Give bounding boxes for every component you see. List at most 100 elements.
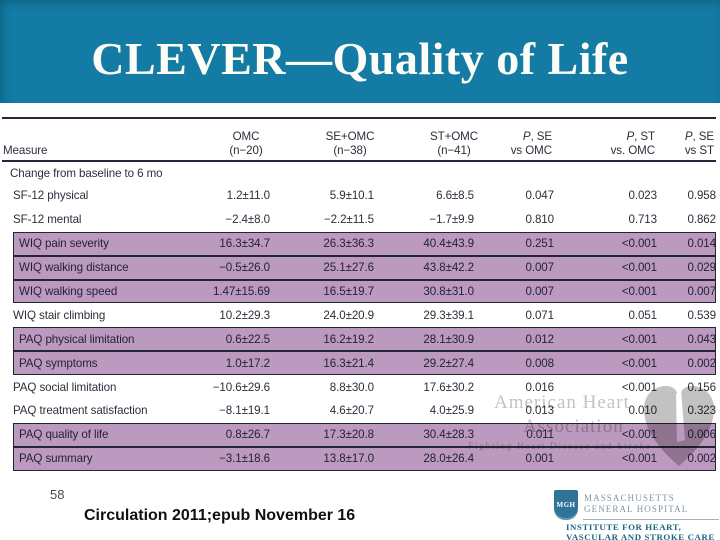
value-cell: 0.029 — [687, 261, 716, 275]
value-cell: 0.862 — [687, 213, 716, 227]
measure-label: WIQ stair climbing — [13, 308, 106, 322]
value-cell: 0.713 — [628, 213, 657, 227]
column-header-se-omc: SE+OMC (n−38) — [325, 130, 375, 157]
value-cell: 10.2±29.3 — [219, 308, 270, 322]
table-row: PAQ symptoms 1.0±17.2 16.3±21.4 29.2±27.4 0.… — [2, 351, 716, 376]
value-cell: 0.007 — [687, 285, 716, 298]
value-cell: 43.8±42.2 — [423, 261, 474, 275]
value-cell: 16.3±34.7 — [219, 237, 270, 251]
value-cell: 4.6±20.7 — [329, 404, 374, 418]
table-row: PAQ summary −3.1±18.6 13.8±17.0 28.0±26.4 0.… — [2, 446, 716, 471]
value-cell: −1.7±9.9 — [429, 213, 474, 227]
value-cell: 16.3±21.4 — [323, 356, 374, 370]
value-cell: −3.1±18.6 — [219, 452, 270, 466]
measure-label: PAQ physical limitation — [19, 332, 135, 346]
value-cell: <0.001 — [621, 237, 657, 251]
column-header-st-omc: ST+OMC (n−41) — [429, 130, 479, 157]
value-cell: <0.001 — [621, 332, 657, 346]
results-table: Measure OMC (n−20) SE+OMC (n−38) ST+OMC … — [2, 117, 716, 471]
value-cell: 0.051 — [628, 308, 657, 322]
value-cell: 40.4±43.9 — [423, 237, 474, 251]
value-cell: 30.8±31.0 — [423, 285, 474, 298]
value-cell: −2.4±8.0 — [225, 213, 270, 227]
measure-label: WIQ walking distance — [19, 261, 129, 275]
column-header-measure: Measure — [3, 143, 48, 157]
value-cell: 17.3±20.8 — [323, 428, 374, 442]
value-cell: 0.810 — [525, 213, 554, 227]
value-cell: 0.010 — [628, 404, 657, 418]
value-cell: 25.1±27.6 — [323, 261, 374, 275]
value-cell: 0.002 — [687, 452, 716, 466]
value-cell: 0.002 — [687, 356, 716, 370]
value-cell: 5.9±10.1 — [329, 189, 374, 203]
value-cell: 0.539 — [687, 308, 716, 322]
measure-label: PAQ treatment satisfaction — [13, 404, 148, 418]
measure-label: PAQ symptoms — [19, 356, 98, 370]
value-cell: −8.1±19.1 — [219, 404, 270, 418]
value-cell: 17.6±30.2 — [423, 380, 474, 394]
value-cell: 0.012 — [525, 332, 554, 346]
column-header-omc: OMC (n−20) — [229, 130, 263, 157]
value-cell: 8.8±30.0 — [329, 380, 374, 394]
mgh-institute-name: INSTITUTE FOR HEART, VASCULAR AND STROKE… — [566, 522, 715, 540]
value-cell: 0.043 — [687, 332, 716, 346]
value-cell: 24.0±20.9 — [323, 308, 374, 322]
value-cell: 16.2±19.2 — [323, 332, 374, 346]
value-cell: 13.8±17.0 — [323, 452, 374, 466]
value-cell: <0.001 — [621, 261, 657, 275]
value-cell: 0.251 — [525, 237, 554, 251]
value-cell: 29.2±27.4 — [423, 356, 474, 370]
value-cell: 1.47±15.69 — [213, 285, 270, 298]
value-cell: 28.0±26.4 — [423, 452, 474, 466]
value-cell: 0.047 — [525, 189, 554, 203]
value-cell: 6.6±8.5 — [436, 189, 474, 203]
measure-label: WIQ pain severity — [19, 237, 109, 251]
slide-title-bar: CLEVER—Quality of Life — [0, 0, 720, 103]
value-cell: 16.5±19.7 — [323, 285, 374, 298]
measure-label: WIQ walking speed — [19, 285, 118, 298]
value-cell: 0.8±26.7 — [225, 428, 270, 442]
value-cell: 0.156 — [687, 380, 716, 394]
citation-text: Circulation 2011;epub November 16 — [84, 507, 356, 524]
value-cell: 29.3±39.1 — [423, 308, 474, 322]
table-row: PAQ quality of life 0.8±26.7 17.3±20.8 30.4… — [2, 422, 716, 447]
value-cell: 4.0±25.9 — [429, 404, 474, 418]
table-row: WIQ stair climbing 10.2±29.3 24.0±20.9 29.3… — [2, 303, 716, 327]
value-cell: −10.6±29.6 — [212, 380, 270, 394]
value-cell: <0.001 — [621, 285, 657, 298]
table-row: PAQ social limitation −10.6±29.6 8.8±30.0 1… — [2, 375, 716, 399]
table-row: SF-12 physical 1.2±11.0 5.9±10.1 6.6±8.5 0.0… — [2, 184, 716, 208]
value-cell: 0.013 — [525, 404, 554, 418]
measure-label: SF-12 physical — [13, 189, 89, 203]
value-cell: −2.2±11.5 — [323, 213, 374, 227]
value-cell: 0.001 — [525, 452, 554, 466]
mgh-logo: MGH MASSACHUSETTS GENERAL HOSPITAL INSTI… — [552, 487, 720, 540]
column-header-p-st-vs-omc: P, ST vs. OMC — [610, 130, 655, 157]
value-cell: 0.006 — [687, 428, 716, 442]
mgh-hospital-name: MASSACHUSETTS GENERAL HOSPITAL — [584, 493, 689, 514]
mgh-shield-icon: MGH — [554, 490, 578, 520]
value-cell: 30.4±28.3 — [423, 428, 474, 442]
table-header-row: Measure OMC (n−20) SE+OMC (n−38) ST+OMC … — [2, 119, 716, 162]
value-cell: −0.5±26.0 — [219, 261, 270, 275]
value-cell: <0.001 — [621, 356, 657, 370]
logo-divider — [583, 519, 719, 520]
measure-label: PAQ quality of life — [19, 428, 109, 442]
value-cell: 0.6±22.5 — [225, 332, 270, 346]
measure-label: PAQ social limitation — [13, 380, 117, 394]
value-cell: 0.958 — [687, 189, 716, 203]
table-body: SF-12 physical 1.2±11.0 5.9±10.1 6.6±8.5 0.0… — [2, 184, 716, 471]
table-row: PAQ physical limitation 0.6±22.5 16.2±19.2… — [2, 327, 716, 352]
value-cell: 0.014 — [687, 237, 716, 251]
value-cell: 0.016 — [525, 380, 554, 394]
value-cell: 0.011 — [526, 428, 554, 442]
value-cell: 1.0±17.2 — [225, 356, 270, 370]
table-row: SF-12 mental −2.4±8.0 −2.2±11.5 −1.7±9.9 0.8… — [2, 208, 716, 232]
measure-label: SF-12 mental — [13, 213, 82, 227]
value-cell: 0.008 — [525, 356, 554, 370]
value-cell: 0.071 — [525, 308, 554, 322]
value-cell: 1.2±11.0 — [226, 189, 270, 203]
value-cell: 0.007 — [525, 261, 554, 275]
value-cell: 0.007 — [525, 285, 554, 298]
